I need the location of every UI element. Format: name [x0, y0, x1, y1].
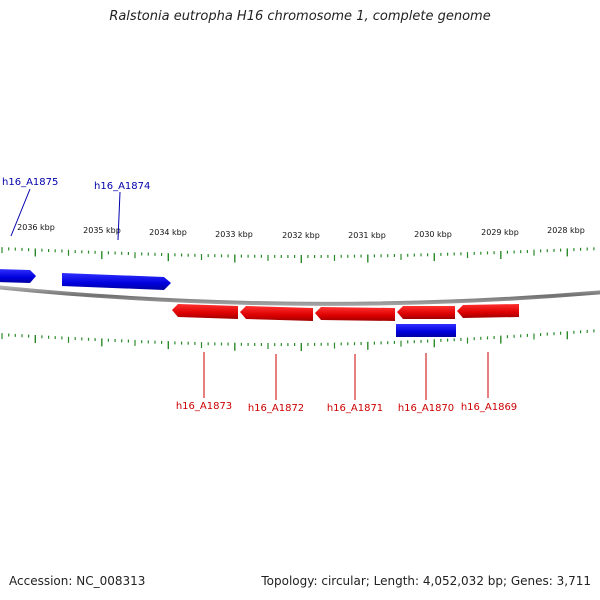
- map-title: Ralstonia eutropha H16 chromosome 1, com…: [109, 9, 491, 24]
- gene-arrow-h16_A1873[interactable]: [172, 304, 238, 319]
- gene-arrow-h16_A1870[interactable]: [397, 306, 455, 319]
- reverse-strand-genes: [172, 304, 519, 321]
- gene-arrow-h16_A1872[interactable]: [240, 306, 313, 321]
- gene-label-h16_A1870[interactable]: h16_A1870: [398, 403, 454, 414]
- scale-label: 2028 kbp: [547, 226, 585, 235]
- scale-label: 2030 kbp: [414, 230, 452, 239]
- scale-label: 2035 kbp: [83, 226, 121, 235]
- accession-text: Accession: NC_008313: [9, 574, 146, 588]
- genome-summary: Topology: circular; Length: 4,052,032 bp…: [261, 574, 591, 588]
- gene-arrow-h16_A1874[interactable]: [62, 273, 171, 290]
- gene-label-h16_A1873[interactable]: h16_A1873: [176, 401, 232, 412]
- gene-arrow-h16_A1875[interactable]: [0, 269, 36, 283]
- callout-line-h16_A1874: [117, 191, 121, 241]
- scale-label: 2034 kbp: [149, 228, 187, 237]
- gene-label-h16_A1874[interactable]: h16_A1874: [94, 181, 150, 192]
- scale-label: 2031 kbp: [348, 231, 386, 240]
- gene-labels: h16_A1875 h16_A1874 h16_A1873 h16_A1872 …: [2, 177, 517, 414]
- scale-ticks-top: [1, 247, 595, 263]
- scale-label: 2036 kbp: [17, 223, 55, 232]
- callout-lines: [10, 188, 489, 400]
- scale-labels: 2036 kbp 2035 kbp 2034 kbp 2033 kbp 2032…: [17, 223, 585, 240]
- gene-bar-h16_A1870[interactable]: [396, 324, 456, 337]
- gene-label-h16_A1871[interactable]: h16_A1871: [327, 403, 383, 414]
- scale-ticks-bottom: [1, 329, 595, 351]
- scale-label: 2033 kbp: [215, 230, 253, 239]
- gene-label-h16_A1869[interactable]: h16_A1869: [461, 402, 517, 413]
- scale-label: 2032 kbp: [282, 231, 320, 240]
- chromosome-backbone: [0, 285, 600, 306]
- forward-strand-genes: [0, 269, 456, 337]
- scale-label: 2029 kbp: [481, 228, 519, 237]
- gene-label-h16_A1872[interactable]: h16_A1872: [248, 403, 304, 414]
- gene-arrow-h16_A1871[interactable]: [315, 307, 395, 321]
- gene-label-h16_A1875[interactable]: h16_A1875: [2, 177, 58, 188]
- callout-line-h16_A1875: [10, 188, 31, 237]
- gene-arrow-h16_A1869[interactable]: [457, 304, 519, 318]
